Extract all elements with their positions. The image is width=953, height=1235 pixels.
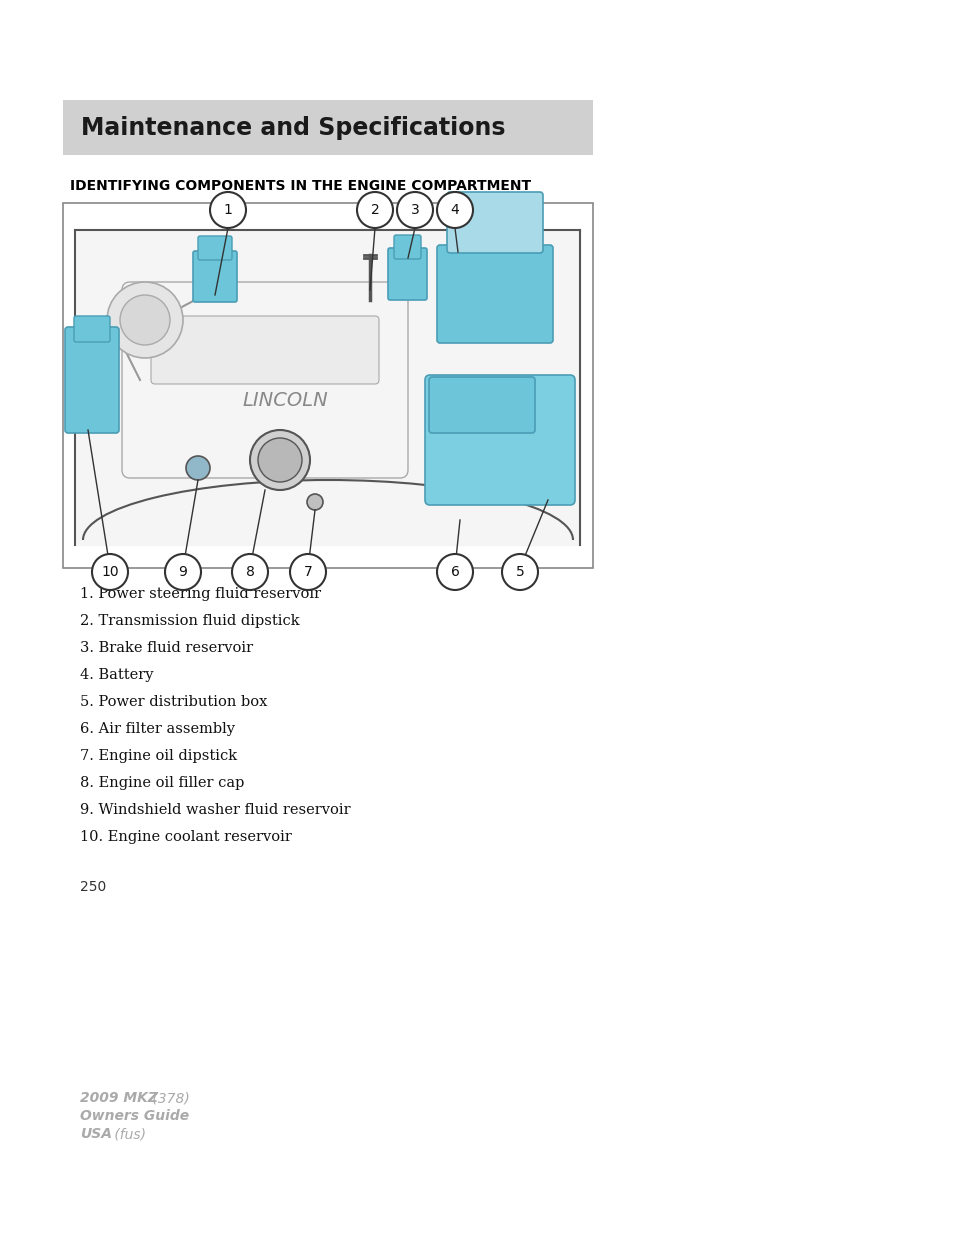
FancyBboxPatch shape [193,251,236,303]
Bar [63,100,593,156]
Circle shape [210,191,246,228]
FancyBboxPatch shape [388,248,427,300]
Text: 2: 2 [370,203,379,217]
Text: 10: 10 [101,564,119,579]
Text: 9. Windshield washer fluid reservoir: 9. Windshield washer fluid reservoir [80,803,351,818]
Circle shape [165,555,201,590]
Text: 9: 9 [178,564,187,579]
FancyBboxPatch shape [65,327,119,433]
Text: 6. Air filter assembly: 6. Air filter assembly [80,722,234,736]
Text: 5. Power distribution box: 5. Power distribution box [80,695,267,709]
Text: 10. Engine coolant reservoir: 10. Engine coolant reservoir [80,830,292,844]
Text: 1. Power steering fluid reservoir: 1. Power steering fluid reservoir [80,587,321,601]
Circle shape [436,555,473,590]
Text: Owners Guide: Owners Guide [80,1109,189,1123]
Text: 8: 8 [245,564,254,579]
Text: (378): (378) [148,1091,190,1105]
Text: IDENTIFYING COMPONENTS IN THE ENGINE COMPARTMENT: IDENTIFYING COMPONENTS IN THE ENGINE COM… [70,179,531,193]
Text: Maintenance and Specifications: Maintenance and Specifications [81,116,505,140]
FancyBboxPatch shape [424,375,575,505]
Circle shape [396,191,433,228]
Text: 7: 7 [303,564,312,579]
FancyBboxPatch shape [436,245,553,343]
Circle shape [232,555,268,590]
Text: 5: 5 [515,564,524,579]
Text: (fus): (fus) [110,1128,146,1141]
Circle shape [120,295,170,345]
FancyBboxPatch shape [74,316,110,342]
Circle shape [307,494,323,510]
Text: 3. Brake fluid reservoir: 3. Brake fluid reservoir [80,641,253,655]
Text: 250: 250 [80,881,106,894]
Text: 2. Transmission fluid dipstick: 2. Transmission fluid dipstick [80,614,299,629]
Bar [63,203,593,568]
Circle shape [250,430,310,490]
Circle shape [436,191,473,228]
Text: USA: USA [80,1128,112,1141]
Circle shape [257,438,302,482]
Text: 4. Battery: 4. Battery [80,668,153,682]
FancyBboxPatch shape [151,316,378,384]
Text: 8. Engine oil filler cap: 8. Engine oil filler cap [80,776,244,790]
Text: 2009 MKZ: 2009 MKZ [80,1091,157,1105]
FancyBboxPatch shape [198,236,232,261]
FancyBboxPatch shape [429,377,535,433]
Circle shape [107,282,183,358]
Circle shape [91,555,128,590]
FancyBboxPatch shape [447,191,542,253]
Circle shape [501,555,537,590]
Circle shape [290,555,326,590]
Text: 1: 1 [223,203,233,217]
Circle shape [356,191,393,228]
Text: 4: 4 [450,203,459,217]
Text: LINCOLN: LINCOLN [242,390,328,410]
Polygon shape [75,230,579,545]
Text: 7. Engine oil dipstick: 7. Engine oil dipstick [80,748,237,763]
FancyBboxPatch shape [394,235,420,259]
Text: 3: 3 [410,203,419,217]
Circle shape [186,456,210,480]
Text: 6: 6 [450,564,459,579]
